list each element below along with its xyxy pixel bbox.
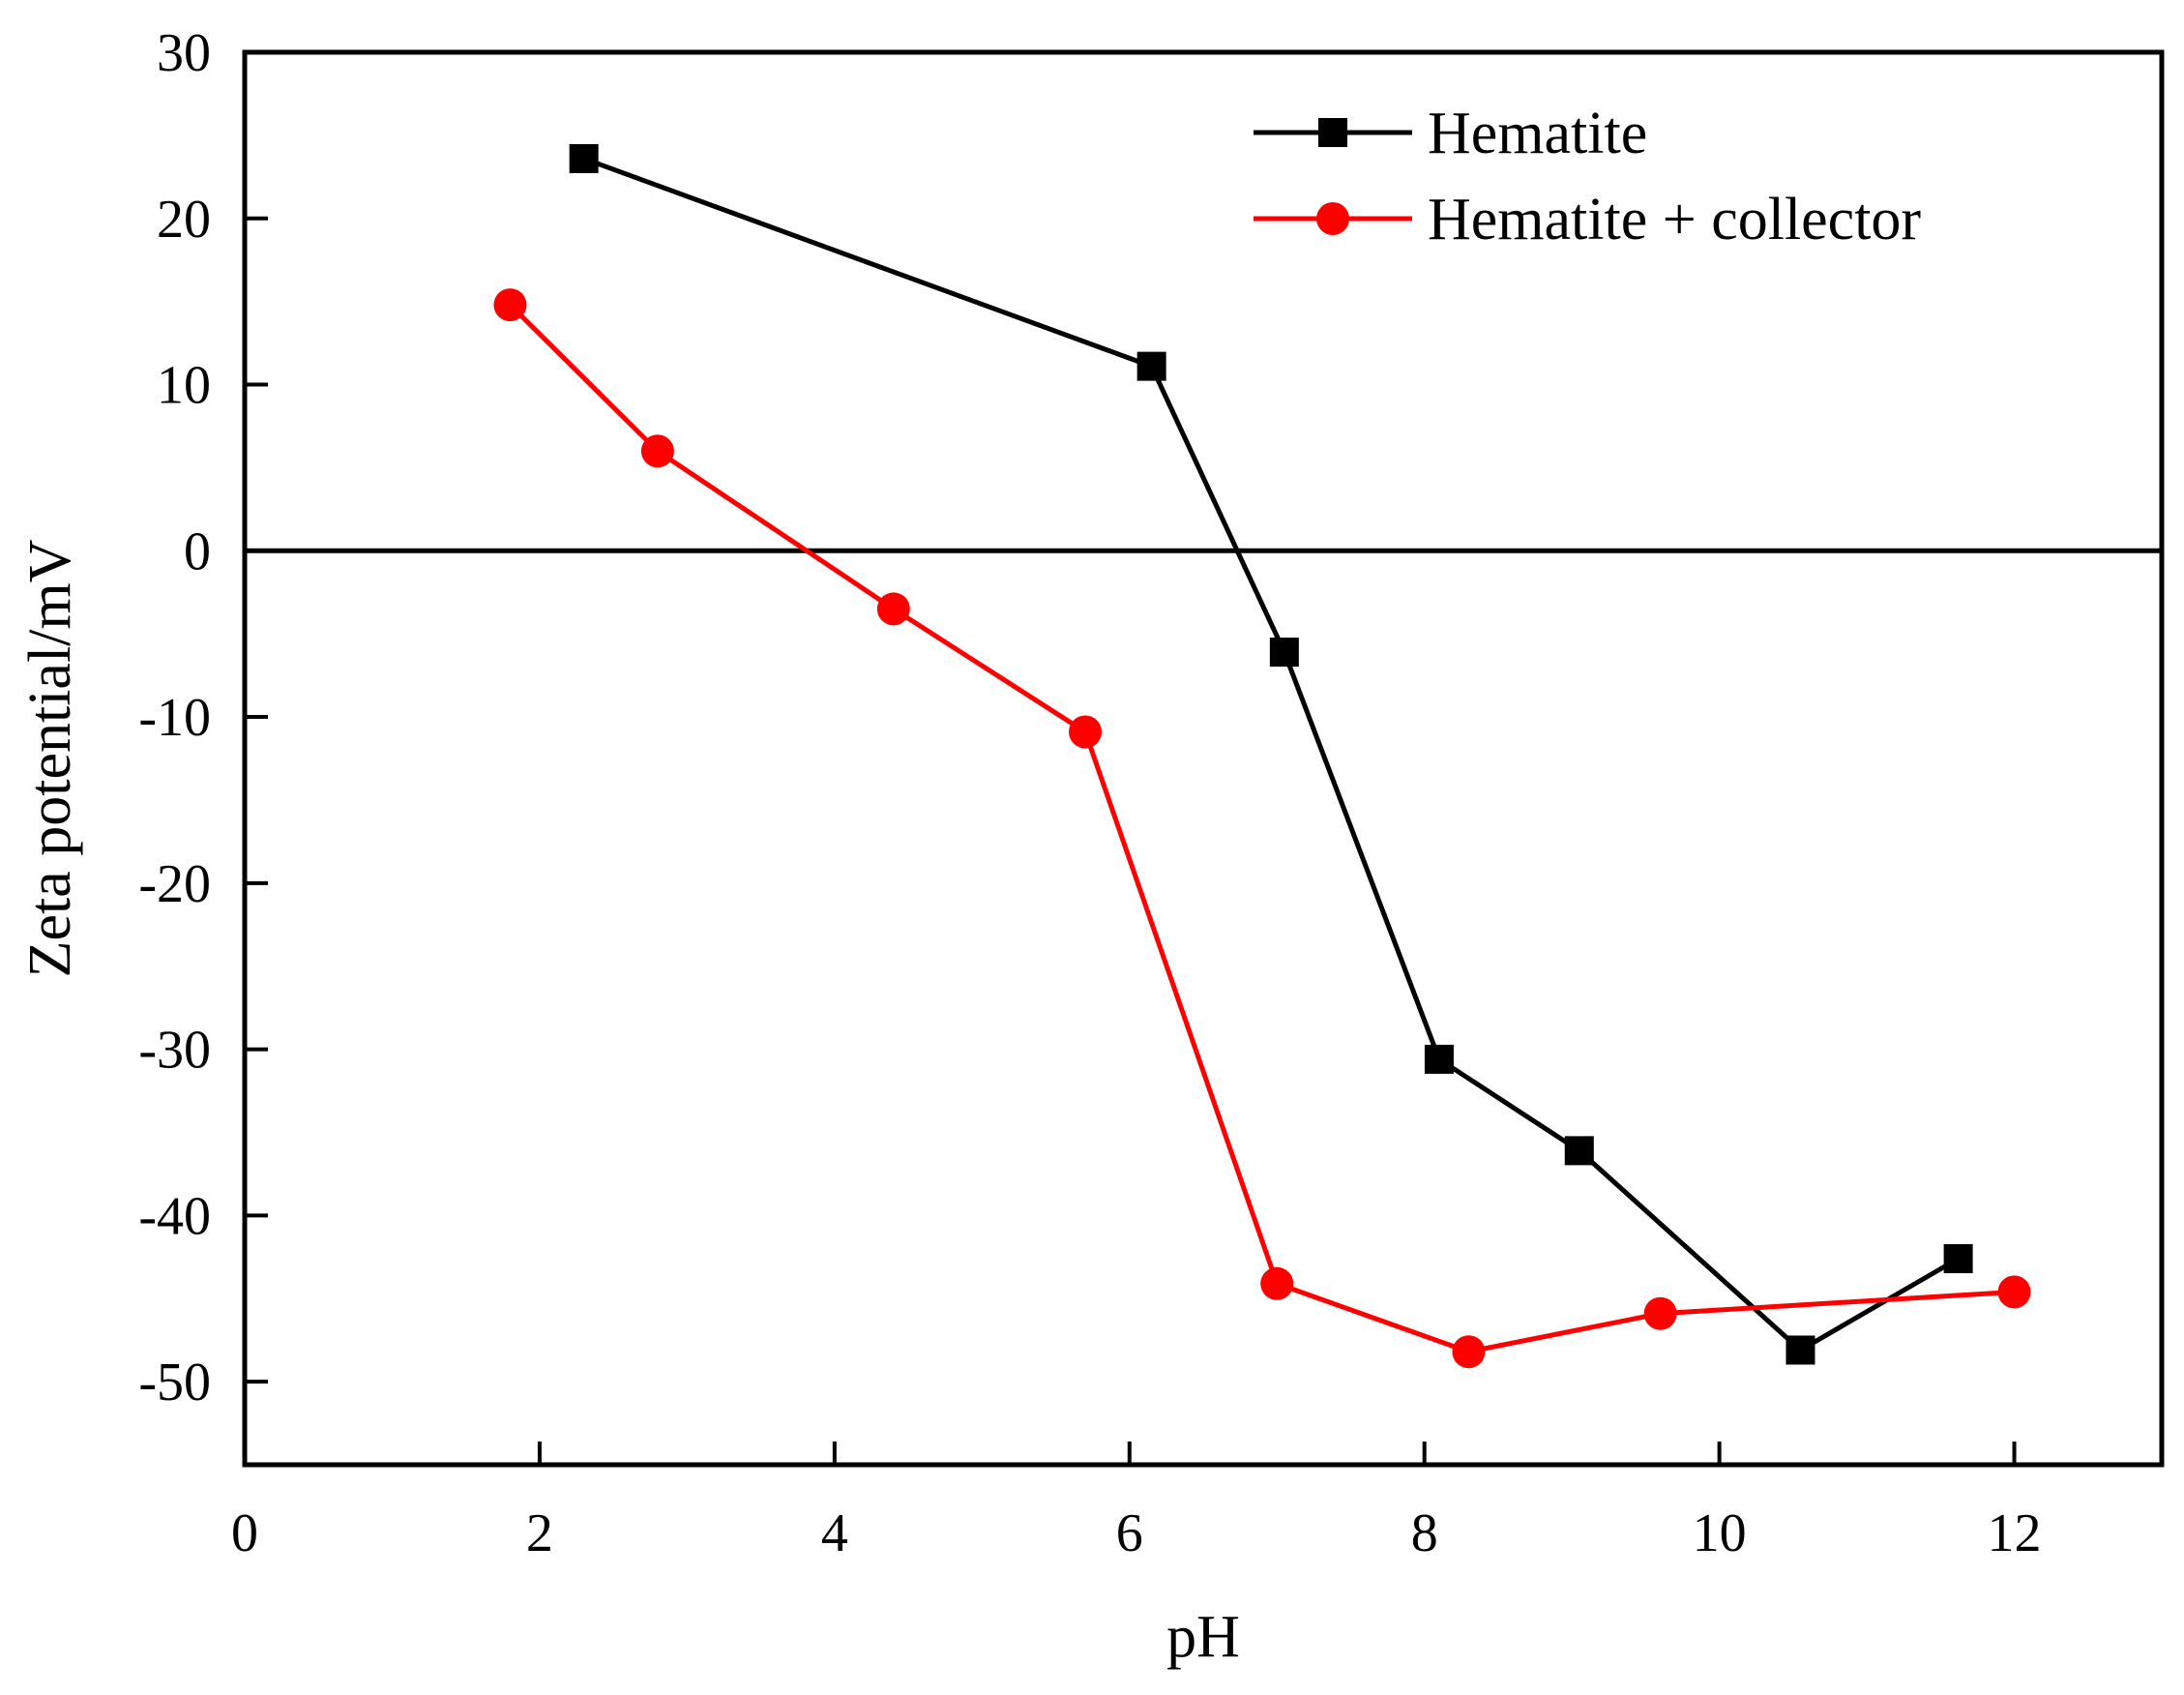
- series-line: [508, 303, 2015, 1354]
- plot-frame: [242, 49, 2165, 1468]
- series-hematite-collector: [493, 288, 2031, 1369]
- y-tick-label: -40: [138, 1186, 211, 1246]
- series-line: [582, 156, 1960, 1353]
- data-point: [1424, 1044, 1454, 1074]
- data-point: [1564, 1136, 1594, 1166]
- legend-marker: [1318, 118, 1347, 147]
- data-point: [1260, 1266, 1294, 1300]
- x-tick-label: 2: [526, 1503, 553, 1563]
- y-axis-title: Zeta potential/mV: [17, 539, 83, 977]
- x-tick-label: 0: [231, 1503, 258, 1563]
- legend-label: Hematite + collector: [1428, 187, 1921, 253]
- y-tick-label: 10: [157, 356, 211, 416]
- x-tick-label: 6: [1116, 1503, 1143, 1563]
- data-point: [876, 592, 910, 626]
- legend-item: Hematite + collector: [1254, 187, 1921, 253]
- legend-marker: [1316, 202, 1349, 235]
- y-tick-label: -10: [138, 688, 211, 748]
- y-tick-label: -50: [138, 1353, 211, 1412]
- x-tick-label: 8: [1411, 1503, 1438, 1563]
- data-point: [1643, 1296, 1677, 1330]
- y-tick-label: -30: [138, 1021, 211, 1081]
- data-point: [493, 288, 527, 322]
- data-point: [1943, 1244, 1973, 1274]
- x-tick-label: 12: [1988, 1503, 2042, 1563]
- y-tick-label: 30: [157, 23, 211, 83]
- data-point: [1786, 1335, 1815, 1365]
- data-point: [1997, 1275, 2031, 1309]
- x-tick-label: 4: [821, 1503, 848, 1563]
- series-hematite: [569, 143, 1973, 1365]
- data-point: [1452, 1335, 1486, 1369]
- x-tick-label: 10: [1693, 1503, 1747, 1563]
- legend-label: Hematite: [1428, 101, 1647, 166]
- data-point: [1069, 715, 1103, 749]
- y-tick-label: 0: [184, 521, 211, 581]
- legend-item: Hematite: [1254, 101, 1647, 166]
- y-tick-label: 20: [157, 190, 211, 250]
- axis-ticks: 0 2 4 6 8 10 12 30 20 10 0 -10 -20 -30 -40 -50: [138, 23, 2041, 1563]
- data-point: [569, 143, 599, 173]
- data-point: [1136, 351, 1166, 381]
- x-axis-title: pH: [1166, 1604, 1240, 1670]
- y-tick-label: -20: [138, 854, 211, 914]
- legend: Hematite Hematite + collector: [1254, 101, 1921, 253]
- series-layer: [493, 143, 2031, 1369]
- data-point: [1269, 638, 1299, 668]
- data-point: [640, 434, 674, 468]
